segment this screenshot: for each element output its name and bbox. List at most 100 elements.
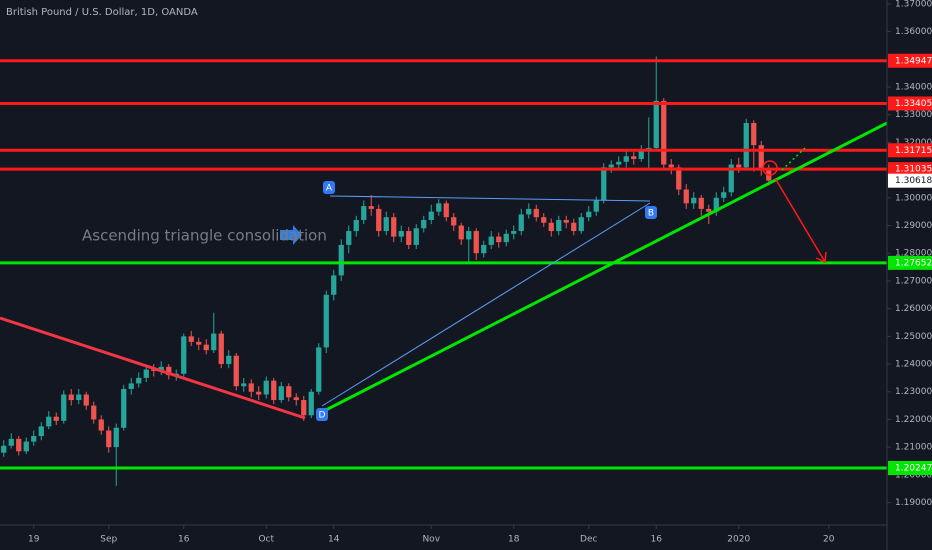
candle-body	[1, 445, 7, 453]
x-tick-label: Sep	[100, 535, 117, 545]
candle-body	[593, 200, 599, 212]
level-label: 1.33405	[895, 99, 932, 109]
candle-body	[428, 211, 434, 220]
x-tick-label: 19	[28, 535, 40, 545]
y-tick-label: 1.27000	[895, 276, 932, 286]
candle-body	[286, 386, 292, 398]
y-tick-label: 1.21000	[895, 443, 932, 453]
candle-body	[713, 197, 719, 212]
marker-label: A	[326, 184, 333, 194]
chart-title: British Pound / U.S. Dollar, 1D, OANDA	[6, 7, 198, 18]
candle-body	[8, 438, 14, 446]
triangle-base	[321, 202, 651, 407]
green-trendline	[319, 121, 888, 415]
candle-body	[383, 217, 389, 232]
candle-body	[533, 208, 539, 218]
candle-body	[413, 228, 419, 245]
level-label-box	[888, 255, 932, 270]
candle-body	[121, 388, 127, 428]
drawings: A B D Ascending triangle consolidation	[0, 121, 888, 421]
candle-body	[488, 236, 494, 245]
level-label: 1.27652	[895, 258, 932, 268]
candle-body	[466, 231, 472, 240]
candle-body	[601, 167, 607, 201]
candle-body	[346, 231, 352, 245]
x-tick-label: 20	[823, 535, 835, 545]
candle-body	[511, 231, 517, 234]
x-tick-label: 2020	[727, 535, 750, 545]
level-label-box	[888, 461, 932, 476]
candle-body	[338, 244, 344, 276]
candle-body	[323, 294, 329, 348]
candle-body	[143, 369, 149, 378]
candle-body	[496, 236, 502, 243]
candle-body	[563, 219, 569, 223]
candle-body	[181, 336, 187, 374]
candle-body	[421, 219, 427, 229]
candle-body	[623, 156, 629, 162]
level-label-box	[888, 96, 932, 111]
x-tick-label: Oct	[258, 535, 274, 545]
candle-body	[301, 400, 307, 416]
y-tick-label: 1.33000	[895, 110, 932, 120]
y-tick-label: 1.22000	[895, 415, 932, 425]
level-label: 1.31035	[895, 165, 932, 175]
candle-body	[233, 355, 239, 387]
marker-box	[645, 206, 657, 219]
candle-body	[653, 100, 659, 148]
candle-body	[23, 441, 29, 452]
candle-body	[76, 394, 82, 401]
candle-body	[638, 150, 644, 160]
marker-box	[323, 181, 335, 194]
candle-body	[113, 427, 119, 448]
candle-body	[503, 233, 509, 243]
marker-label: D	[319, 411, 326, 421]
candle-body	[668, 164, 674, 168]
candle-body	[218, 333, 224, 365]
y-tick-label: 1.28000	[895, 249, 932, 259]
y-tick-label: 1.30000	[895, 193, 932, 203]
candle-body	[46, 416, 52, 427]
candle-body	[736, 164, 742, 168]
y-tick-label: 1.26000	[895, 304, 932, 314]
candle-body	[98, 419, 104, 431]
last-price-box	[888, 173, 932, 188]
candle-body	[188, 336, 194, 342]
dotted-projection	[781, 147, 806, 171]
marker-box	[316, 408, 328, 421]
candle-body	[676, 167, 682, 190]
candle-body	[203, 344, 209, 351]
level-label-box	[888, 143, 932, 158]
candle-body	[691, 197, 697, 204]
candle-body	[616, 161, 622, 165]
blue-arrow	[280, 225, 302, 245]
x-tick-label: Nov	[422, 535, 440, 545]
level-label: 1.31715	[895, 146, 932, 156]
y-tick-label: 1.25000	[895, 332, 932, 342]
candle-body	[743, 123, 749, 168]
candle-body	[308, 391, 314, 416]
plot-area	[0, 56, 887, 486]
candle-body	[278, 386, 284, 401]
candle-body	[31, 436, 37, 442]
candle-body	[406, 231, 412, 245]
y-tick-label: 1.23000	[895, 387, 932, 397]
candle-body	[661, 100, 667, 165]
candle-body	[481, 244, 487, 254]
candle-body	[571, 222, 577, 232]
candle-body	[106, 430, 112, 448]
x-tick-label: 16	[178, 535, 190, 545]
candle-body	[758, 145, 764, 171]
candle-body	[556, 219, 562, 232]
candle-body	[53, 416, 59, 421]
candle-body	[376, 208, 382, 232]
candle-body	[698, 197, 704, 209]
candle-body	[136, 377, 142, 384]
candle-body	[256, 391, 262, 395]
candle-body	[38, 426, 44, 437]
candle-body	[83, 394, 89, 406]
y-tick-label: 1.32000	[895, 138, 932, 148]
